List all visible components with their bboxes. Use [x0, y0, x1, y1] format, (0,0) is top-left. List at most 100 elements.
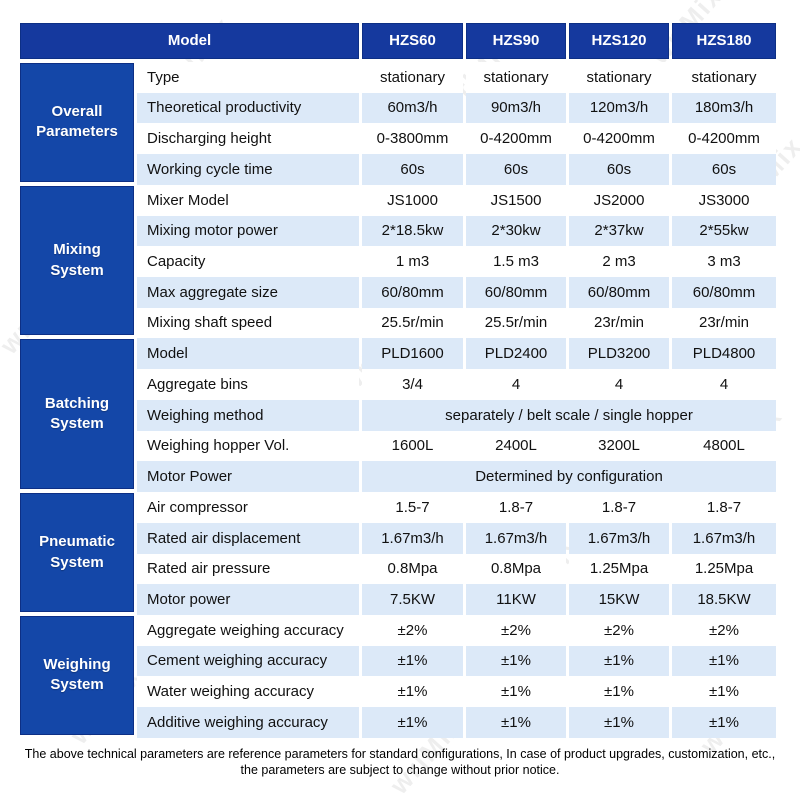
- param-label-mixing-motor-power: Mixing motor power: [137, 215, 359, 247]
- param-label-theoretical-productivity: Theoretical productivity: [137, 92, 359, 124]
- param-value: 2*55kw: [672, 215, 776, 247]
- param-value: 11KW: [466, 584, 566, 615]
- param-value: 60s: [569, 154, 669, 185]
- param-value: 60/80mm: [466, 277, 566, 308]
- param-value: 1 m3: [362, 246, 463, 278]
- param-label-weighing-hopper-vol: Weighing hopper Vol.: [137, 430, 359, 462]
- param-value: JS1500: [466, 184, 566, 216]
- param-value: 1600L: [362, 430, 463, 462]
- section-label-mixing-system: Mixing System: [20, 185, 134, 336]
- param-value: 2400L: [466, 430, 566, 462]
- param-value: 18.5KW: [672, 584, 776, 615]
- param-label-rated-air-pressure: Rated air pressure: [137, 553, 359, 585]
- param-value: PLD4800: [672, 338, 776, 370]
- param-value: 1.5-7: [362, 492, 463, 523]
- param-value: 1.25Mpa: [569, 553, 669, 585]
- param-value: 4: [569, 369, 669, 400]
- header-cell-hzs180: HZS180: [672, 23, 776, 59]
- param-value: 0-3800mm: [362, 123, 463, 155]
- param-value: 1.8-7: [466, 492, 566, 523]
- param-value: stationary: [672, 62, 776, 93]
- header-cell-hzs90: HZS90: [466, 23, 566, 59]
- footer-line-1: The above technical parameters are refer…: [24, 747, 776, 761]
- param-label-air-compressor: Air compressor: [137, 492, 359, 523]
- param-value: 60/80mm: [672, 277, 776, 308]
- footer-note: The above technical parameters are refer…: [0, 747, 800, 778]
- header-cell-hzs60: HZS60: [362, 23, 463, 59]
- param-value: 25.5r/min: [362, 307, 463, 339]
- param-value: PLD3200: [569, 338, 669, 370]
- spec-table: Model HZS60 HZS90 HZS120 HZS180 Overall Param…: [20, 23, 776, 738]
- param-value: ±1%: [569, 676, 669, 708]
- param-value: 60s: [672, 154, 776, 185]
- param-label-capacity: Capacity: [137, 246, 359, 278]
- param-value: 1.8-7: [569, 492, 669, 523]
- param-value: 1.5 m3: [466, 246, 566, 278]
- param-value: ±2%: [672, 614, 776, 646]
- param-label-discharging-height: Discharging height: [137, 123, 359, 155]
- param-label-aggregate-weighing-accuracy: Aggregate weighing accuracy: [137, 614, 359, 646]
- param-label-rated-air-displacement: Rated air displacement: [137, 522, 359, 554]
- section-label-batching-system: Batching System: [20, 339, 134, 490]
- param-value: 0.8Mpa: [466, 553, 566, 585]
- param-value: 1.25Mpa: [672, 553, 776, 585]
- param-value: PLD1600: [362, 338, 463, 370]
- param-value-span: Determined by configuration: [362, 461, 776, 493]
- param-label-aggregate-bins: Aggregate bins: [137, 369, 359, 400]
- param-value: ±1%: [362, 645, 463, 677]
- param-label-cement-weighing-accuracy: Cement weighing accuracy: [137, 645, 359, 677]
- param-label-type: Type: [137, 62, 359, 93]
- param-value: 1.67m3/h: [672, 522, 776, 554]
- section-label-overall-parameters: Overall Parameters: [20, 63, 134, 182]
- param-value: 2*37kw: [569, 215, 669, 247]
- param-value: JS2000: [569, 184, 669, 216]
- param-value: 1.67m3/h: [466, 522, 566, 554]
- param-value: ±1%: [362, 676, 463, 708]
- param-label-mixing-shaft-speed: Mixing shaft speed: [137, 307, 359, 339]
- param-value: 0.8Mpa: [362, 553, 463, 585]
- param-value-span: separately / belt scale / single hopper: [362, 399, 776, 431]
- param-value: 3200L: [569, 430, 669, 462]
- param-value: 60/80mm: [569, 277, 669, 308]
- param-value: 2 m3: [569, 246, 669, 278]
- param-value: ±1%: [466, 676, 566, 708]
- param-value: 60/80mm: [362, 277, 463, 308]
- param-value: 60m3/h: [362, 92, 463, 124]
- section-label-weighing-system: Weighing System: [20, 615, 134, 735]
- param-label-max-aggregate-size: Max aggregate size: [137, 277, 359, 308]
- param-value: 3/4: [362, 369, 463, 400]
- param-value: 23r/min: [569, 307, 669, 339]
- param-value: ±1%: [362, 707, 463, 738]
- param-value: ±2%: [569, 614, 669, 646]
- param-value: 4: [672, 369, 776, 400]
- param-value: JS3000: [672, 184, 776, 216]
- param-value: ±1%: [672, 645, 776, 677]
- param-value: 1.67m3/h: [569, 522, 669, 554]
- param-value: ±1%: [466, 645, 566, 677]
- param-value: 2*30kw: [466, 215, 566, 247]
- param-value: ±1%: [569, 707, 669, 738]
- param-value: 90m3/h: [466, 92, 566, 124]
- header-cell-hzs120: HZS120: [569, 23, 669, 59]
- param-label-working-cycle-time: Working cycle time: [137, 154, 359, 185]
- param-value: 25.5r/min: [466, 307, 566, 339]
- param-value: 1.67m3/h: [362, 522, 463, 554]
- param-label-model: Model: [137, 338, 359, 370]
- param-value: 4800L: [672, 430, 776, 462]
- param-value: 0-4200mm: [466, 123, 566, 155]
- param-label-additive-weighing-accuracy: Additive weighing accuracy: [137, 707, 359, 738]
- param-value: ±1%: [672, 676, 776, 708]
- param-label-motor-power: Motor Power: [137, 461, 359, 493]
- param-label-mixer-model: Mixer Model: [137, 184, 359, 216]
- param-label-motor-power: Motor power: [137, 584, 359, 615]
- param-value: stationary: [362, 62, 463, 93]
- param-value: ±2%: [362, 614, 463, 646]
- footer-line-2: the parameters are subject to change wit…: [240, 762, 560, 777]
- param-value: 180m3/h: [672, 92, 776, 124]
- param-value: 4: [466, 369, 566, 400]
- param-value: 0-4200mm: [569, 123, 669, 155]
- param-label-water-weighing-accuracy: Water weighing accuracy: [137, 676, 359, 708]
- param-value: ±2%: [466, 614, 566, 646]
- section-label-pneumatic-system: Pneumatic System: [20, 493, 134, 612]
- param-value: 120m3/h: [569, 92, 669, 124]
